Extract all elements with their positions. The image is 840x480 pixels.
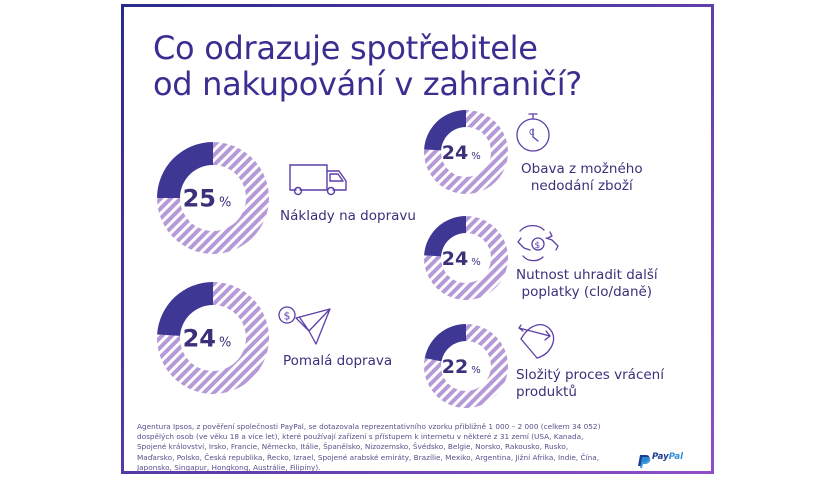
- label-extra-fees: Nutnost uhradit další poplatky (clo/daně…: [516, 267, 658, 301]
- donut-value-segment: [424, 216, 466, 257]
- label-line: Složitý proces vrácení: [516, 367, 664, 383]
- donut-value-label: 24%: [183, 325, 232, 353]
- truck-icon: [289, 164, 347, 196]
- survey-footnote: Agentura Ipsos, z pověření společnosti P…: [137, 422, 601, 472]
- donut-value-segment: [157, 282, 213, 336]
- donut-rest-segment: [424, 110, 509, 194]
- brand-pay: Pay: [652, 452, 669, 462]
- label-non-delivery: Obava z možného nedodání zboží: [521, 161, 643, 195]
- label-slow-delivery: Pomalá doprava: [283, 353, 392, 370]
- donut-value-label: 24%: [442, 142, 481, 164]
- svg-text:$: $: [284, 310, 291, 323]
- title-line-1: Co odrazuje spotřebitele: [153, 29, 538, 67]
- donut-percent-sign: %: [219, 196, 231, 211]
- money-hands-icon: $: [517, 224, 559, 262]
- paper-plane-icon: $: [278, 306, 331, 345]
- donut-value-number: 22: [442, 356, 468, 378]
- bow-arrow-icon: [518, 324, 555, 359]
- label-line: Pomalá doprava: [283, 353, 393, 369]
- label-line: nedodání zboží: [530, 178, 633, 194]
- donut-value-segment: [424, 110, 466, 151]
- donut-value-label: 25%: [183, 185, 232, 213]
- paypal-brand: PayPal: [652, 452, 683, 462]
- donut-value-segment: [157, 142, 213, 198]
- donut-value-number: 24: [442, 142, 468, 164]
- brand-pal: Pal: [668, 452, 684, 462]
- stopwatch-icon: C: [516, 113, 550, 152]
- donut-value-label: 22%: [442, 356, 481, 378]
- donut-extra-fees: 24%: [424, 216, 509, 300]
- label-line: poplatky (clo/daně): [521, 284, 653, 300]
- donut-percent-sign: %: [219, 336, 231, 351]
- label-returns: Složitý proces vrácení produktů: [516, 367, 664, 401]
- donut-value-number: 24: [183, 325, 216, 353]
- donut-non-delivery: 24%: [424, 110, 509, 194]
- donut-value-number: 24: [442, 248, 468, 270]
- label-line: produktů: [516, 384, 577, 400]
- label-shipping-cost: Náklady na dopravu: [280, 208, 416, 225]
- donut-shipping-cost: 25%: [157, 142, 269, 254]
- label-line: Obava z možného: [521, 161, 643, 177]
- donut-slow-delivery: 24%: [157, 282, 270, 394]
- page-title: Co odrazuje spotřebitele od nakupování v…: [153, 30, 582, 102]
- donut-value-label: 24%: [442, 248, 481, 270]
- title-line-2: od nakupování v zahraničí?: [153, 65, 582, 103]
- donut-percent-sign: %: [471, 365, 481, 376]
- svg-text:C: C: [529, 128, 535, 137]
- donut-rest-segment: [157, 282, 270, 394]
- label-line: Nutnost uhradit další: [516, 267, 658, 283]
- donut-percent-sign: %: [471, 151, 481, 162]
- donut-rest-segment: [423, 324, 509, 408]
- donut-value-segment: [424, 324, 466, 362]
- donut-rest-segment: [157, 142, 269, 254]
- donut-returns: 22%: [423, 324, 509, 408]
- donut-percent-sign: %: [471, 257, 481, 268]
- donut-rest-segment: [424, 216, 509, 300]
- svg-text:$: $: [535, 241, 541, 251]
- label-line: Náklady na dopravu: [280, 208, 416, 224]
- donut-value-number: 25: [183, 185, 216, 213]
